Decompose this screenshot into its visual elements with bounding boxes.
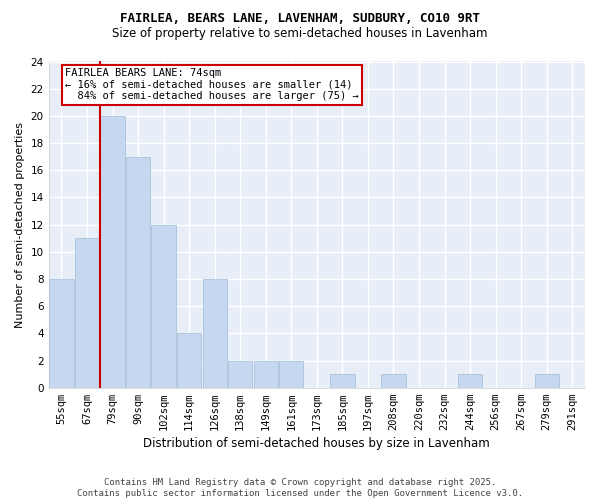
Text: Contains HM Land Registry data © Crown copyright and database right 2025.
Contai: Contains HM Land Registry data © Crown c… bbox=[77, 478, 523, 498]
Bar bbox=[49, 279, 74, 388]
Bar bbox=[458, 374, 482, 388]
Text: FAIRLEA, BEARS LANE, LAVENHAM, SUDBURY, CO10 9RT: FAIRLEA, BEARS LANE, LAVENHAM, SUDBURY, … bbox=[120, 12, 480, 26]
Bar bbox=[75, 238, 99, 388]
Bar bbox=[203, 279, 227, 388]
Bar bbox=[254, 360, 278, 388]
Bar bbox=[535, 374, 559, 388]
Bar bbox=[126, 156, 150, 388]
Text: FAIRLEA BEARS LANE: 74sqm
← 16% of semi-detached houses are smaller (14)
  84% o: FAIRLEA BEARS LANE: 74sqm ← 16% of semi-… bbox=[65, 68, 359, 102]
Bar bbox=[382, 374, 406, 388]
X-axis label: Distribution of semi-detached houses by size in Lavenham: Distribution of semi-detached houses by … bbox=[143, 437, 490, 450]
Text: Size of property relative to semi-detached houses in Lavenham: Size of property relative to semi-detach… bbox=[112, 28, 488, 40]
Bar bbox=[100, 116, 125, 388]
Y-axis label: Number of semi-detached properties: Number of semi-detached properties bbox=[15, 122, 25, 328]
Bar bbox=[177, 334, 201, 388]
Bar bbox=[330, 374, 355, 388]
Bar bbox=[279, 360, 304, 388]
Bar bbox=[228, 360, 253, 388]
Bar bbox=[151, 224, 176, 388]
